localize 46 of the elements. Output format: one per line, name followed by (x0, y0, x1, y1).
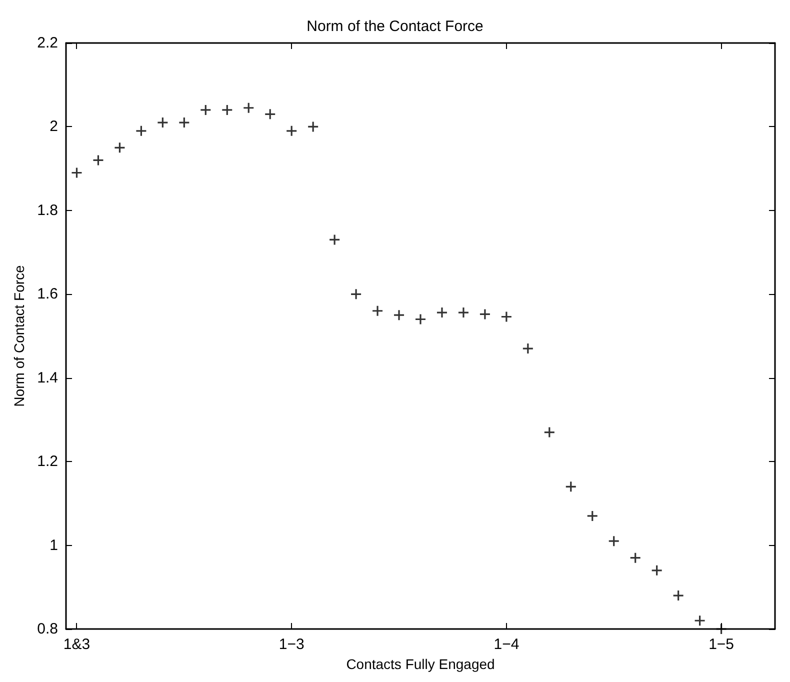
chart-title: Norm of the Contact Force (306, 18, 484, 35)
point (286, 125, 298, 137)
point (114, 142, 126, 154)
point (608, 535, 620, 547)
point (200, 104, 212, 116)
point (70, 166, 83, 179)
y-tick-label: 1.8 (37, 202, 58, 219)
point (372, 305, 384, 317)
x-tick-label: 1&3 (63, 636, 90, 653)
x-tick-label: 1−4 (494, 636, 520, 653)
y-tick-label: 1.2 (37, 453, 58, 470)
point (393, 309, 405, 321)
point (544, 426, 556, 438)
point (92, 154, 104, 166)
y-tick-label: 1.6 (37, 286, 58, 303)
point (694, 614, 706, 626)
point (328, 234, 340, 246)
point (479, 308, 491, 320)
point (242, 102, 254, 114)
x-tick-label: 1−3 (278, 636, 304, 653)
point (672, 590, 684, 602)
point (178, 116, 190, 128)
point (135, 125, 147, 137)
point (586, 510, 598, 522)
x-axis-title: Contacts Fully Engaged (346, 656, 495, 672)
y-tick-label: 1 (50, 536, 58, 554)
point (565, 480, 577, 492)
point (715, 623, 728, 635)
point (414, 313, 426, 326)
y-tick-label: 2 (50, 118, 58, 136)
point (156, 116, 168, 128)
y-tick-label: 1.4 (37, 369, 58, 386)
point (522, 342, 534, 354)
point (436, 306, 448, 318)
point (651, 564, 663, 576)
point (307, 120, 319, 133)
point (500, 310, 512, 323)
point (350, 288, 362, 300)
point (630, 552, 642, 564)
y-tick-label: 2.2 (37, 34, 58, 52)
x-tick-label: 1−5 (708, 636, 734, 653)
y-axis-title: Norm of Contact Force (11, 264, 27, 407)
point (458, 306, 470, 318)
y-tick-label: 0.8 (37, 620, 58, 638)
point (264, 108, 276, 120)
point (221, 104, 233, 116)
